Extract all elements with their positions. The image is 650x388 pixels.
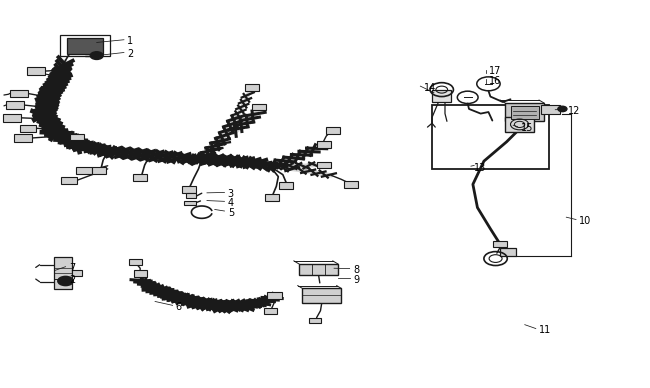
Bar [6,101,24,109]
Text: 8: 8 [353,265,359,275]
Bar [541,106,560,114]
Bar [267,292,281,299]
Text: 4: 4 [227,198,234,208]
Bar [264,308,277,314]
Bar [133,174,148,181]
Circle shape [558,106,567,112]
Bar [252,104,266,111]
Text: 10: 10 [579,216,592,226]
Bar [60,35,110,55]
Bar [70,134,84,140]
Bar [505,103,544,121]
Bar [20,125,36,132]
Bar [309,318,321,323]
Bar [510,106,539,119]
Bar [279,182,293,189]
Text: 15: 15 [521,123,533,133]
Text: 17: 17 [489,66,501,76]
Bar [72,270,82,276]
Text: 1: 1 [127,36,133,46]
Text: 14: 14 [424,83,436,93]
Text: 16: 16 [489,76,501,86]
Bar [92,167,107,174]
Text: 9: 9 [353,275,359,285]
Bar [493,241,507,248]
Bar [302,288,341,303]
Text: 7: 7 [69,263,75,273]
Bar [184,201,196,205]
Bar [326,127,340,134]
Text: 13: 13 [474,163,486,173]
Bar [27,67,46,75]
Text: 11: 11 [539,325,551,335]
Text: 5: 5 [227,208,234,218]
Text: 2: 2 [69,275,75,285]
Circle shape [90,52,103,59]
Bar [432,105,549,169]
Bar [317,161,331,168]
Bar [181,186,196,193]
Bar [500,248,516,256]
Text: 3: 3 [227,189,234,199]
Bar [75,166,92,173]
Text: 2: 2 [127,49,133,59]
Bar [317,141,331,148]
Bar [54,257,72,289]
Bar [67,38,103,54]
Bar [432,90,452,102]
Bar [10,90,28,97]
Bar [129,259,142,265]
Text: 12: 12 [568,106,580,116]
Bar [505,117,534,132]
Bar [265,194,279,201]
Bar [344,181,358,188]
Bar [3,114,21,122]
Bar [299,264,338,275]
Text: 6: 6 [176,302,182,312]
Bar [14,134,32,142]
Bar [185,193,196,198]
Bar [134,270,147,277]
Bar [245,84,259,91]
Circle shape [58,276,73,286]
Bar [60,177,77,184]
